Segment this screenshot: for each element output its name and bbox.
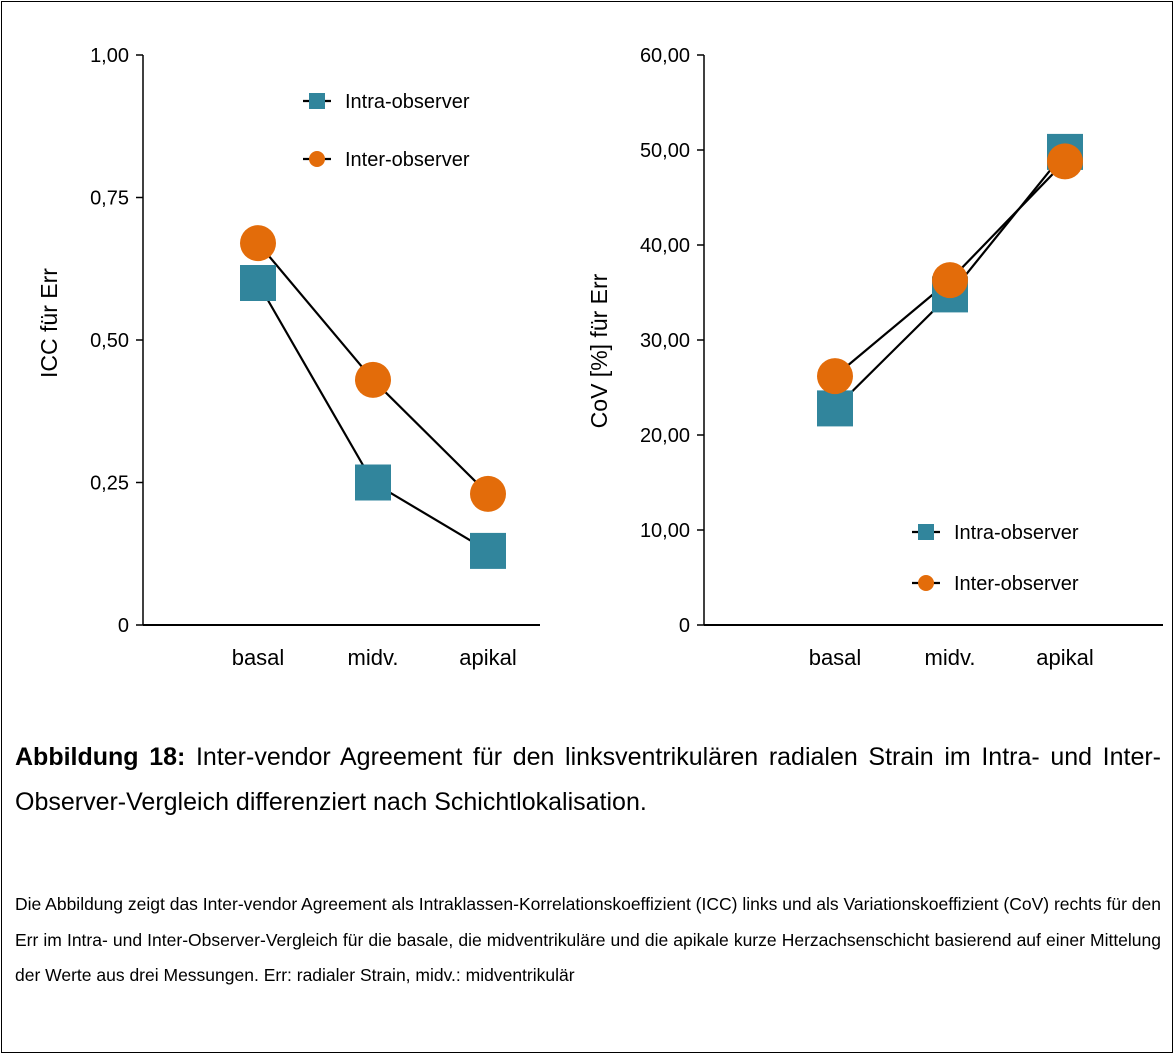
caption-text: Inter-vendor Agreement für den linksvent… [15,743,1162,816]
y-tick-label: 0 [679,615,690,637]
charts-area: 0 0,25 0,50 0,75 1,00 basal midv. apikal ICC für… [36,45,1163,670]
figure-caption: Abbildung 18: Inter-vendor Agreement für… [15,735,1161,825]
figure-description: Die Abbildung zeigt das Inter-vendor Agr… [15,894,1161,985]
data-point-square [817,390,853,427]
legend-marker-circle [918,575,934,591]
data-point-circle [470,475,506,512]
y-tick-label: 50,00 [640,140,690,162]
icc-chart: 0 0,25 0,50 0,75 1,00 basal midv. apikal ICC für… [36,45,540,670]
x-tick-label: basal [232,645,285,670]
x-tick-label: midv. [925,645,976,670]
y-axis-title: CoV [%] für Err [586,273,612,428]
data-point-circle [355,361,391,398]
y-tick-label: 30,00 [640,330,690,352]
data-point-circle [817,358,853,395]
legend-label: Intra-observer [345,91,470,113]
y-tick-label: 20,00 [640,425,690,447]
legend-label: Inter-observer [345,149,470,171]
legend-marker-circle [309,151,325,167]
x-tick-label: apikal [1036,645,1093,670]
data-point-square [355,464,391,501]
y-tick-label: 0,25 [90,473,129,495]
y-tick-label: 0,75 [90,188,129,210]
y-tick-label: 0,50 [90,330,129,352]
y-axis-title: ICC für Err [36,268,62,378]
x-tick-label: midv. [348,645,399,670]
y-tick-label: 60,00 [640,45,690,67]
legend-label: Intra-observer [954,522,1079,544]
legend-marker-square [309,93,325,109]
data-point-square [470,532,506,569]
caption-label: Abbildung 18: [15,743,186,771]
y-tick-label: 40,00 [640,235,690,257]
y-tick-label: 10,00 [640,520,690,542]
legend-label: Inter-observer [954,573,1079,595]
legend-marker-square [918,524,934,540]
data-point-circle [1047,143,1083,180]
x-tick-label: basal [809,645,862,670]
y-tick-label: 0 [118,615,129,637]
x-tick-label: apikal [459,645,516,670]
series-line [257,282,489,552]
data-point-square [240,265,276,301]
data-point-circle [932,262,968,299]
data-point-circle [240,225,276,262]
y-tick-label: 1,00 [90,45,129,67]
cov-chart: 0 10,00 20,00 30,00 40,00 50,00 60,00 basal midv… [586,45,1163,670]
